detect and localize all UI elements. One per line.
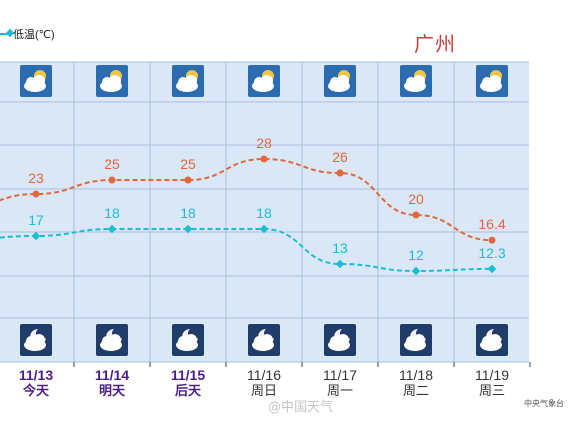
cloudy-moon-icon [96,324,128,356]
high-value-label: 16.4 [478,216,505,232]
low-point [335,259,345,269]
x-tick-date: 11/16 [247,367,281,383]
high-value-label: 25 [180,156,196,172]
low-point [487,264,497,274]
low-point [31,231,41,241]
high-point [412,211,420,219]
cloud-puff [337,334,349,346]
cloudy-sun-icon [172,65,204,97]
high-value-label: 28 [256,135,272,151]
city-name: 广州 [414,32,456,56]
high-point [32,190,40,198]
data-labels: 23 25 25 28 26 20 16.4 17 18 18 18 13 12 12.3 [28,135,506,263]
low-point [411,266,421,276]
x-tick-weekday: 明天 [99,384,126,399]
cloud-puff [185,334,197,346]
x-tick-weekday: 今天 [22,383,50,399]
cloudy-moon-icon [400,324,432,356]
low-value-label: 12.3 [478,245,505,261]
cloud-puff [413,334,425,346]
chart-panel [0,62,529,363]
low-series-legend-label: 低温(℃) [13,29,55,41]
cloud-puff [109,334,121,346]
high-value-label: 20 [408,191,424,207]
cloud-puff [261,334,273,346]
cloud-puff [33,334,45,346]
x-tick-date: 11/14 [95,367,129,383]
high-point [260,155,268,163]
cloudy-sun-icon [248,65,280,97]
cloud-puff [413,75,425,87]
x-tick-weekday: 周三 [479,384,505,399]
cloud-puff [33,75,45,87]
high-value-label: 26 [332,149,348,165]
night-icon-row [20,324,508,356]
cloudy-sun-icon [324,65,356,97]
cloudy-sun-icon [20,65,52,97]
low-value-label: 18 [180,205,196,221]
high-point [108,176,116,184]
x-tick-weekday: 周一 [327,384,353,399]
low-value-label: 13 [332,240,348,256]
watermark: @中国天气 [268,400,334,415]
panel-background [0,62,529,362]
high-point [184,176,192,184]
cloudy-sun-icon [400,65,432,97]
high-value-label: 23 [28,170,44,186]
series-lines [0,157,493,273]
low-value-label: 12 [408,247,424,263]
low-value-label: 18 [256,205,272,221]
low-point [259,224,269,234]
high-point [336,169,344,177]
source-label: 中央气象台 [524,399,564,408]
cloud-puff [261,75,273,87]
cloudy-moon-icon [20,324,52,356]
x-tick-date: 11/18 [399,367,433,383]
low-series-line [0,227,493,273]
cloudy-moon-icon [172,324,204,356]
x-tick-date: 11/17 [323,367,357,383]
cloud-puff [109,75,121,87]
series-points [31,155,497,276]
x-tick-weekday: 后天 [175,383,202,399]
low-value-label: 18 [104,205,120,221]
high-point [488,236,496,244]
cloudy-moon-icon [324,324,356,356]
cloud-puff [337,75,349,87]
high-series-line [0,157,493,242]
x-tick-date: 11/15 [171,367,205,383]
cloudy-moon-icon [476,324,508,356]
low-point [183,224,193,234]
day-icon-row [20,65,508,97]
cloudy-sun-icon [96,65,128,97]
cloudy-moon-icon [248,324,280,356]
cloudy-sun-icon [476,65,508,97]
x-tick-date: 11/19 [475,367,509,383]
cloud-puff [185,75,197,87]
low-series-legend-marker [0,33,10,35]
low-point [107,224,117,234]
x-tick-weekday: 周日 [251,384,277,399]
x-tick-date: 11/13 [19,367,53,383]
cloud-puff [489,75,501,87]
legend: 低温(℃) [0,26,55,42]
low-value-label: 17 [28,212,44,228]
high-value-label: 25 [104,156,120,172]
x-tick-weekday: 周二 [403,384,429,399]
cloud-puff [489,334,501,346]
